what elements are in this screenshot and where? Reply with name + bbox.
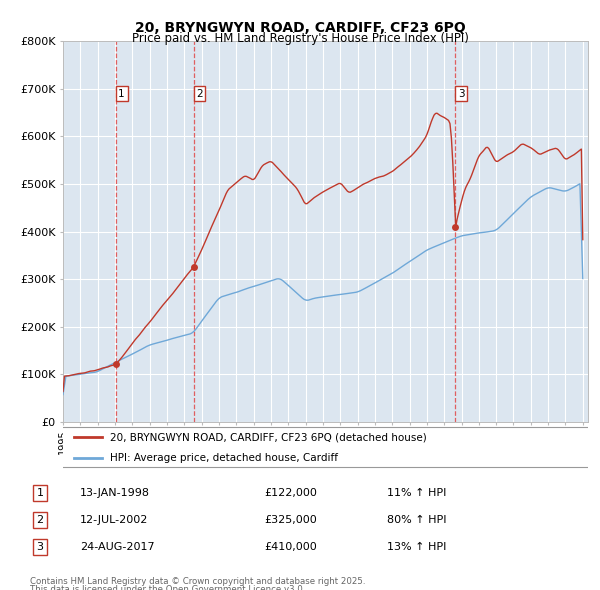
Text: 3: 3 — [37, 542, 44, 552]
Text: 20, BRYNGWYN ROAD, CARDIFF, CF23 6PQ (detached house): 20, BRYNGWYN ROAD, CARDIFF, CF23 6PQ (de… — [110, 432, 427, 442]
Text: 13% ↑ HPI: 13% ↑ HPI — [387, 542, 446, 552]
Text: £122,000: £122,000 — [265, 488, 317, 498]
Text: £410,000: £410,000 — [265, 542, 317, 552]
Text: 20, BRYNGWYN ROAD, CARDIFF, CF23 6PQ: 20, BRYNGWYN ROAD, CARDIFF, CF23 6PQ — [134, 21, 466, 35]
Text: 2: 2 — [37, 515, 44, 525]
Text: This data is licensed under the Open Government Licence v3.0.: This data is licensed under the Open Gov… — [30, 585, 305, 590]
Text: 13-JAN-1998: 13-JAN-1998 — [80, 488, 150, 498]
Text: HPI: Average price, detached house, Cardiff: HPI: Average price, detached house, Card… — [110, 453, 338, 463]
Text: 3: 3 — [458, 88, 464, 99]
Text: 11% ↑ HPI: 11% ↑ HPI — [387, 488, 446, 498]
Text: 1: 1 — [118, 88, 125, 99]
Text: 2: 2 — [196, 88, 203, 99]
Text: Price paid vs. HM Land Registry's House Price Index (HPI): Price paid vs. HM Land Registry's House … — [131, 32, 469, 45]
Text: 80% ↑ HPI: 80% ↑ HPI — [387, 515, 446, 525]
Text: £325,000: £325,000 — [265, 515, 317, 525]
Text: 12-JUL-2002: 12-JUL-2002 — [80, 515, 149, 525]
Text: Contains HM Land Registry data © Crown copyright and database right 2025.: Contains HM Land Registry data © Crown c… — [30, 577, 365, 586]
FancyBboxPatch shape — [61, 427, 590, 467]
Text: 24-AUG-2017: 24-AUG-2017 — [80, 542, 155, 552]
Text: 1: 1 — [37, 488, 44, 498]
